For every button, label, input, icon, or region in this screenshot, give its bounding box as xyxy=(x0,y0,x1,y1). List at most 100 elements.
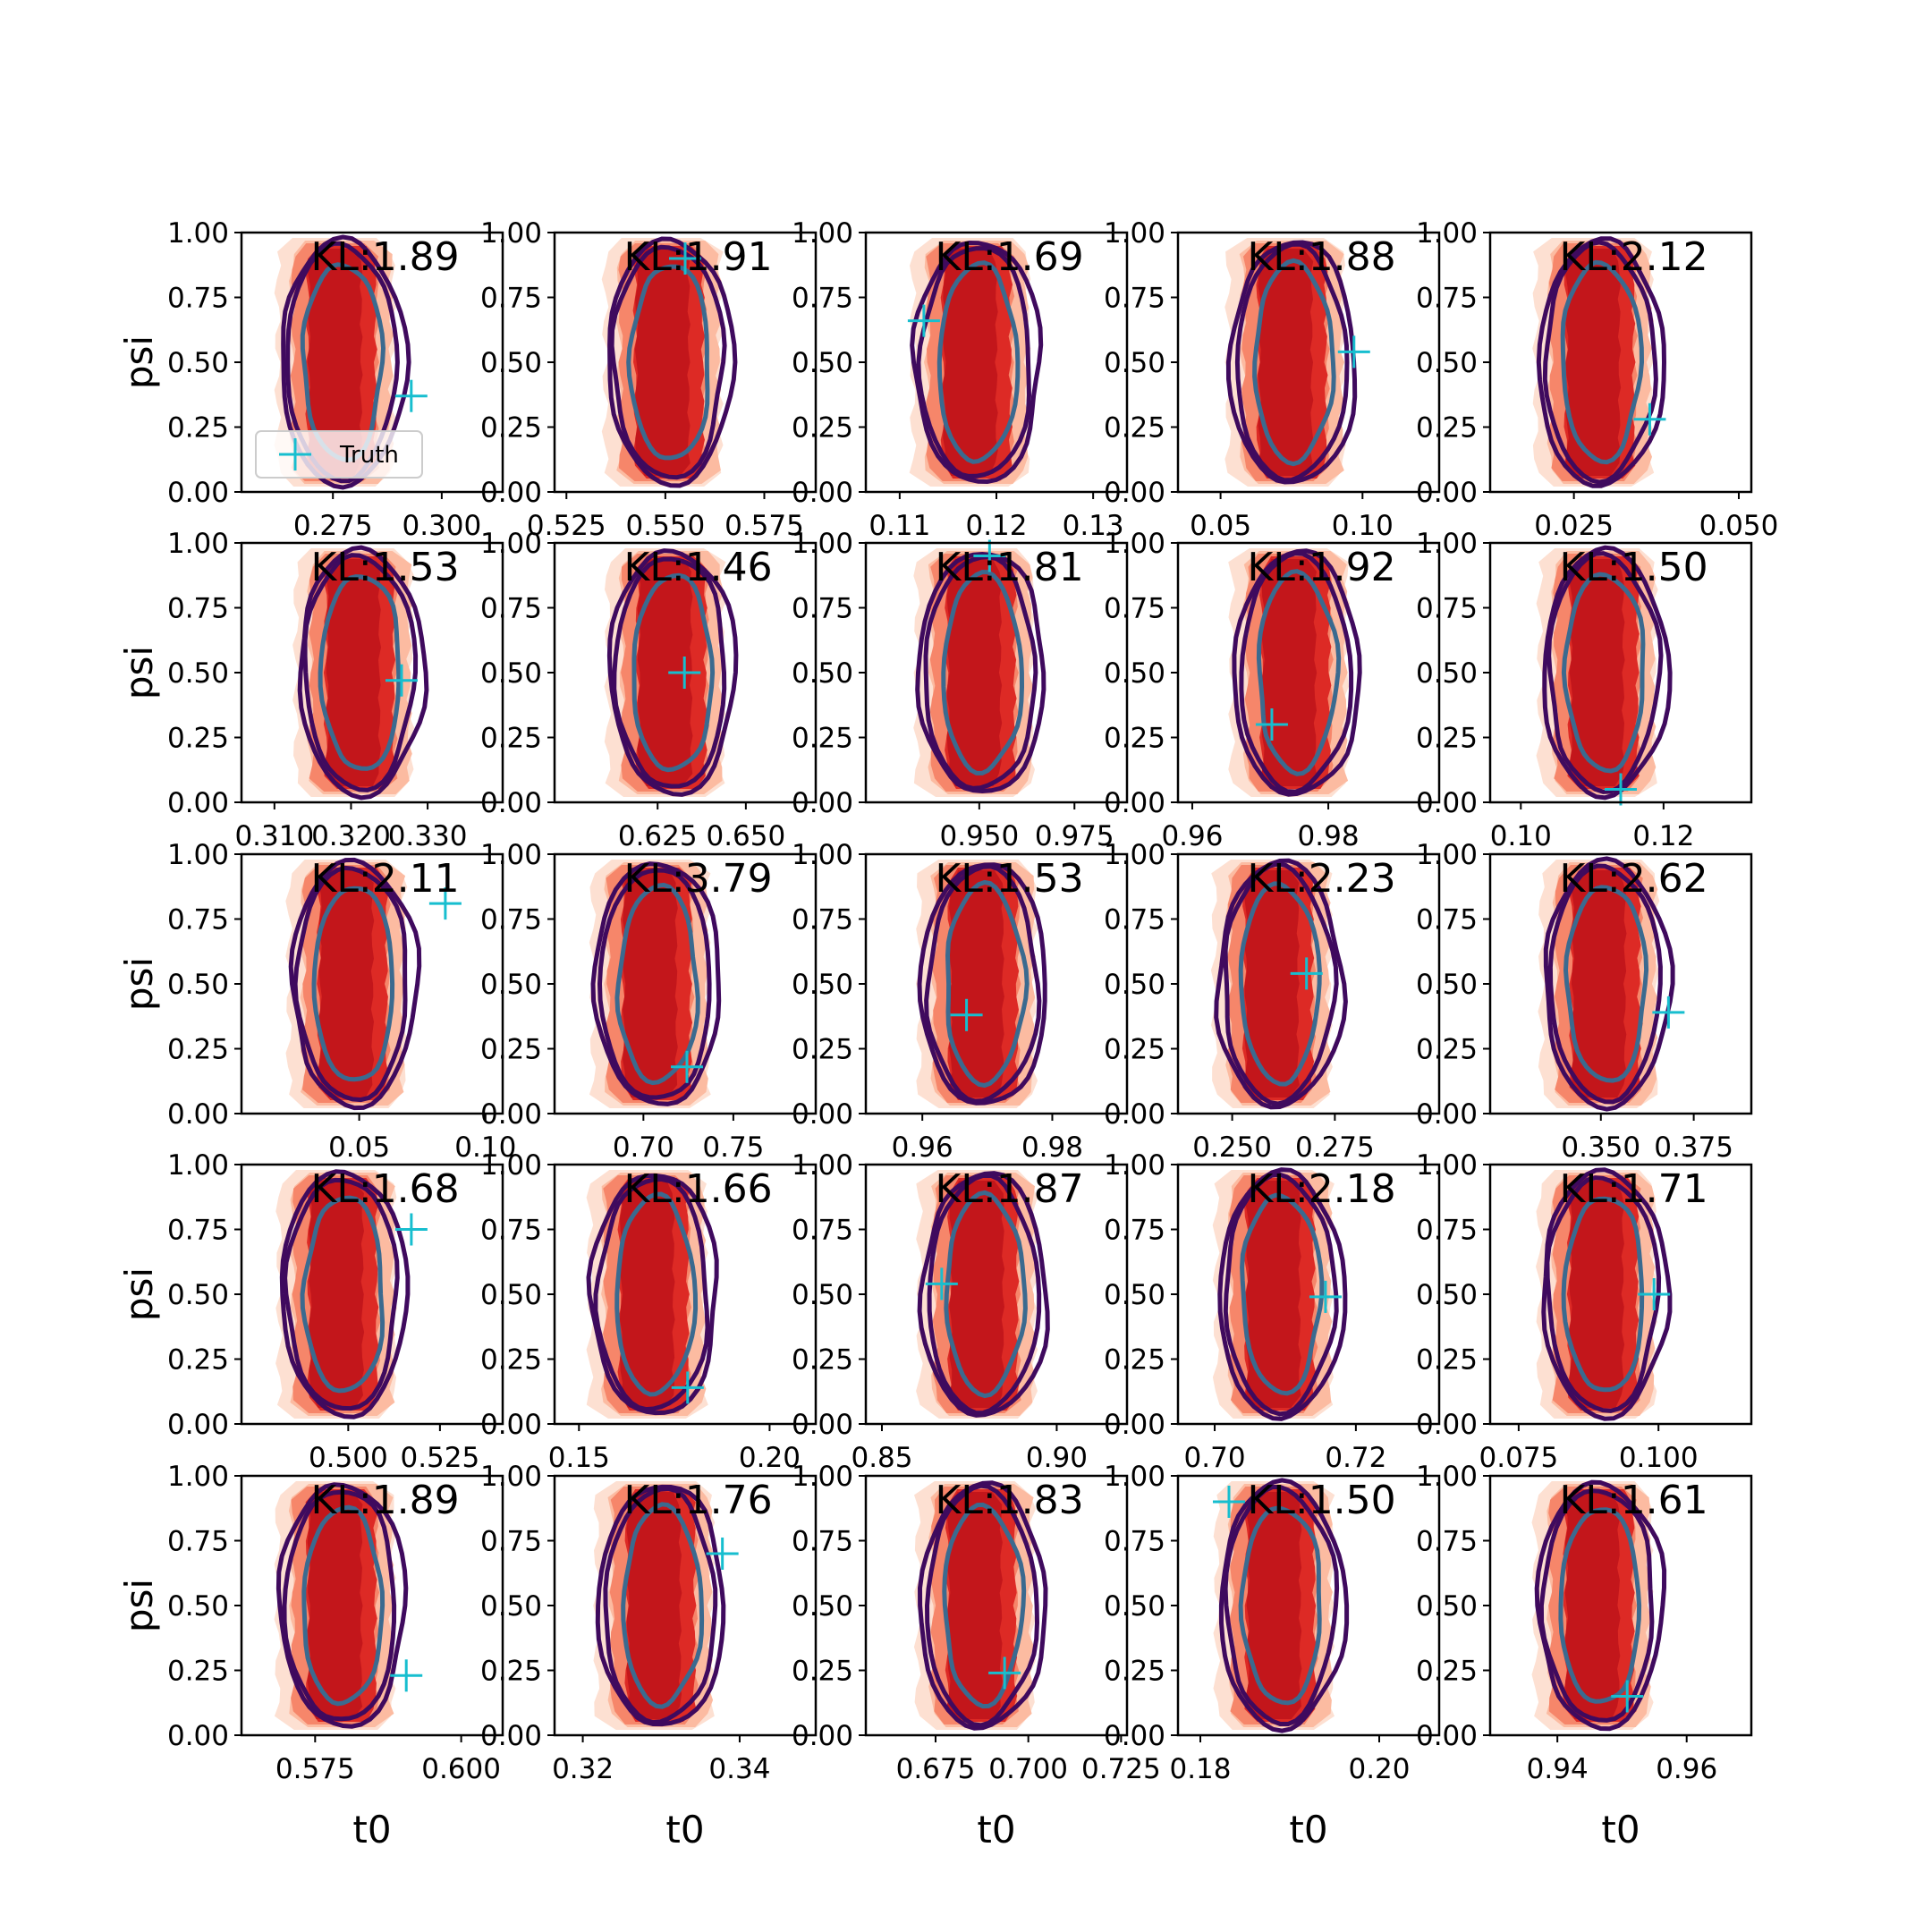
density-fill-5 xyxy=(307,249,363,476)
panel-9: KL:1.92 0.00 0.25 0.50 0.75 1.00 0.96 0.98 xyxy=(1104,528,1441,852)
x-tick-label: 0.525 xyxy=(400,1442,479,1474)
panel-7: KL:1.46 0.00 0.25 0.50 0.75 1.00 0.625 0.650 xyxy=(480,528,818,852)
panel-14: KL:2.23 0.00 0.25 0.50 0.75 1.00 0.250 0.275 xyxy=(1104,839,1441,1164)
y-tick-label: 1.00 xyxy=(480,839,542,871)
y-tick-label: 0.50 xyxy=(167,1590,229,1623)
y-tick-label: 0.00 xyxy=(792,1098,853,1131)
middle-contour xyxy=(1239,551,1354,794)
density-region xyxy=(1213,1478,1350,1733)
y-tick-label: 0.00 xyxy=(1416,787,1478,819)
y-tick-label: 0.75 xyxy=(1104,593,1165,625)
y-tick-label: 0.25 xyxy=(1104,723,1165,755)
middle-contour xyxy=(282,1489,397,1722)
y-tick-label: 0.00 xyxy=(1104,1098,1165,1131)
truth-marker xyxy=(1337,335,1370,369)
x-tick-label: 0.300 xyxy=(402,510,481,542)
y-tick-label: 0.50 xyxy=(1104,1279,1165,1311)
y-tick-label: 1.00 xyxy=(480,1461,542,1493)
inner-contour xyxy=(1252,258,1336,467)
x-tick-label: 0.98 xyxy=(1021,1131,1083,1164)
y-tick-label: 0.25 xyxy=(792,1656,853,1688)
inner-contour xyxy=(631,572,716,773)
outer-contour xyxy=(590,861,722,1106)
density-region xyxy=(1228,548,1362,797)
x-tick-label: 0.94 xyxy=(1527,1753,1589,1785)
y-tick-label: 0.25 xyxy=(1416,1656,1478,1688)
kl-annotation: KL:1.68 xyxy=(311,1166,460,1212)
x-tick-label: 0.525 xyxy=(527,510,606,542)
panel-5: KL:2.12 0.00 0.25 0.50 0.75 1.00 0.025 0.050 xyxy=(1416,217,1778,542)
middle-contour xyxy=(1542,240,1658,485)
truth-marker xyxy=(1611,1680,1644,1713)
y-tick-label: 1.00 xyxy=(167,217,229,250)
outer-contour xyxy=(910,240,1044,485)
y-tick-label: 0.25 xyxy=(1416,412,1478,445)
y-tick-label: 0.00 xyxy=(480,1098,542,1131)
x-tick-label: 0.96 xyxy=(1161,820,1223,852)
y-tick-label: 1.00 xyxy=(480,217,542,250)
truth-marker xyxy=(950,998,983,1031)
x-tick-label: 0.32 xyxy=(552,1753,614,1785)
truth-marker xyxy=(988,1657,1021,1690)
density-fill-5 xyxy=(318,870,375,1097)
kl-annotation: KL:1.91 xyxy=(624,234,773,280)
y-tick-label: 0.25 xyxy=(480,723,542,755)
x-tick-label: 0.550 xyxy=(626,510,706,542)
middle-contour xyxy=(927,1173,1042,1416)
x-tick-label: 0.600 xyxy=(421,1753,501,1785)
x-tick-label: 0.025 xyxy=(1534,510,1614,542)
density-fill-5 xyxy=(1244,870,1300,1097)
truth-marker xyxy=(706,1538,739,1570)
y-tick-label: 0.50 xyxy=(1104,1590,1165,1623)
y-tick-label: 0.00 xyxy=(1416,1720,1478,1752)
truth-marker xyxy=(671,1050,704,1083)
x-tick-label: 0.075 xyxy=(1479,1442,1559,1474)
y-tick-label: 0.50 xyxy=(1416,1279,1478,1311)
middle-contour xyxy=(612,556,727,789)
y-tick-label: 0.25 xyxy=(792,1344,853,1377)
truth-marker xyxy=(1638,1278,1671,1310)
inner-contour xyxy=(1560,259,1645,465)
y-tick-label: 0.25 xyxy=(792,1034,853,1066)
y-tick-label: 0.50 xyxy=(792,1590,853,1623)
density-region xyxy=(1536,1167,1673,1421)
panel-24: KL:1.50 0.00 0.25 0.50 0.75 1.00 0.18 0.20 t0 xyxy=(1104,1461,1441,1852)
x-tick-label: 0.13 xyxy=(1063,510,1124,542)
y-tick-label: 1.00 xyxy=(1104,528,1165,560)
kl-annotation: KL:1.81 xyxy=(936,545,1084,590)
truth-marker xyxy=(1652,996,1685,1029)
middle-contour xyxy=(292,865,408,1103)
inner-contour xyxy=(311,886,395,1082)
x-tick-label: 0.96 xyxy=(1656,1753,1717,1785)
density-region xyxy=(274,234,411,490)
density-region xyxy=(913,548,1046,797)
inner-contour xyxy=(614,1191,699,1397)
y-tick-label: 0.50 xyxy=(1416,1590,1478,1623)
middle-contour xyxy=(593,1176,710,1412)
x-tick-label: 0.275 xyxy=(293,510,373,542)
y-tick-label: 0.25 xyxy=(1104,1034,1165,1066)
y-tick-label: 0.00 xyxy=(167,1098,229,1131)
y-tick-label: 1.00 xyxy=(480,528,542,560)
y-tick-label: 1.00 xyxy=(1104,839,1165,871)
density-region xyxy=(601,236,738,488)
panel-21: KL:1.89 0.00 0.25 0.50 0.75 1.00 0.575 0.600 psi… xyxy=(117,1461,504,1852)
x-tick-label: 0.350 xyxy=(1561,1131,1640,1164)
y-tick-label: 0.00 xyxy=(1104,1720,1165,1752)
inner-contour xyxy=(942,1502,1027,1709)
panel-19: KL:2.18 0.00 0.25 0.50 0.75 1.00 0.70 0.72 xyxy=(1104,1149,1441,1474)
y-tick-label: 0.50 xyxy=(1104,347,1165,379)
inner-contour xyxy=(1563,885,1649,1083)
y-tick-label: 0.75 xyxy=(1416,1526,1478,1558)
density-region xyxy=(1210,858,1348,1110)
panel-11: KL:2.11 0.00 0.25 0.50 0.75 1.00 0.05 0.10 psi xyxy=(117,839,516,1164)
density-fill-5 xyxy=(947,1492,1003,1719)
x-axis-label: t0 xyxy=(352,1808,391,1852)
density-region xyxy=(1536,545,1673,801)
kl-annotation: KL:1.88 xyxy=(1248,234,1396,280)
y-tick-label: 0.50 xyxy=(1104,969,1165,1001)
y-tick-label: 0.00 xyxy=(1104,787,1165,819)
y-tick-label: 1.00 xyxy=(480,1149,542,1182)
density-region xyxy=(1212,1167,1348,1421)
